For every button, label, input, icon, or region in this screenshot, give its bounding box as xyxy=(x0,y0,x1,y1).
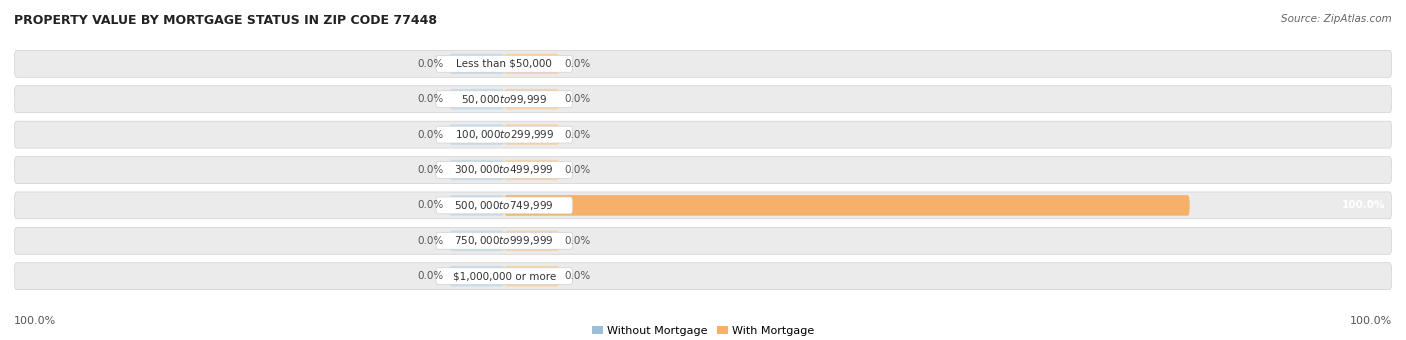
FancyBboxPatch shape xyxy=(14,121,1392,148)
FancyBboxPatch shape xyxy=(450,53,505,74)
FancyBboxPatch shape xyxy=(14,86,1392,113)
FancyBboxPatch shape xyxy=(450,195,505,216)
Text: 0.0%: 0.0% xyxy=(418,200,444,210)
FancyBboxPatch shape xyxy=(505,53,560,74)
FancyBboxPatch shape xyxy=(436,162,572,178)
Text: Source: ZipAtlas.com: Source: ZipAtlas.com xyxy=(1281,14,1392,23)
Text: 0.0%: 0.0% xyxy=(418,130,444,140)
Text: 0.0%: 0.0% xyxy=(565,271,591,281)
Text: 0.0%: 0.0% xyxy=(418,94,444,104)
Text: $750,000 to $999,999: $750,000 to $999,999 xyxy=(454,234,554,247)
FancyBboxPatch shape xyxy=(436,268,572,285)
FancyBboxPatch shape xyxy=(505,231,560,251)
FancyBboxPatch shape xyxy=(505,124,560,145)
FancyBboxPatch shape xyxy=(14,156,1392,184)
FancyBboxPatch shape xyxy=(14,227,1392,254)
Text: 100.0%: 100.0% xyxy=(1341,200,1385,210)
FancyBboxPatch shape xyxy=(450,160,505,180)
Text: $500,000 to $749,999: $500,000 to $749,999 xyxy=(454,199,554,212)
Text: 100.0%: 100.0% xyxy=(1350,317,1392,326)
FancyBboxPatch shape xyxy=(14,263,1392,290)
Text: 0.0%: 0.0% xyxy=(565,130,591,140)
FancyBboxPatch shape xyxy=(450,89,505,109)
FancyBboxPatch shape xyxy=(505,266,560,287)
FancyBboxPatch shape xyxy=(436,232,572,249)
Text: $300,000 to $499,999: $300,000 to $499,999 xyxy=(454,164,554,176)
FancyBboxPatch shape xyxy=(505,160,560,180)
FancyBboxPatch shape xyxy=(505,89,560,109)
Text: 0.0%: 0.0% xyxy=(565,94,591,104)
Text: 0.0%: 0.0% xyxy=(418,165,444,175)
Text: 0.0%: 0.0% xyxy=(418,271,444,281)
Legend: Without Mortgage, With Mortgage: Without Mortgage, With Mortgage xyxy=(588,321,818,340)
FancyBboxPatch shape xyxy=(450,124,505,145)
FancyBboxPatch shape xyxy=(505,195,1189,216)
Text: 0.0%: 0.0% xyxy=(565,165,591,175)
Text: $1,000,000 or more: $1,000,000 or more xyxy=(453,271,555,281)
FancyBboxPatch shape xyxy=(436,197,572,214)
Text: 0.0%: 0.0% xyxy=(418,59,444,69)
FancyBboxPatch shape xyxy=(450,231,505,251)
Text: PROPERTY VALUE BY MORTGAGE STATUS IN ZIP CODE 77448: PROPERTY VALUE BY MORTGAGE STATUS IN ZIP… xyxy=(14,14,437,27)
Text: 0.0%: 0.0% xyxy=(418,236,444,246)
Text: Less than $50,000: Less than $50,000 xyxy=(457,59,553,69)
FancyBboxPatch shape xyxy=(14,192,1392,219)
Text: 0.0%: 0.0% xyxy=(565,59,591,69)
FancyBboxPatch shape xyxy=(436,126,572,143)
Text: 100.0%: 100.0% xyxy=(14,317,56,326)
Text: 0.0%: 0.0% xyxy=(565,236,591,246)
Text: $100,000 to $299,999: $100,000 to $299,999 xyxy=(454,128,554,141)
Text: $50,000 to $99,999: $50,000 to $99,999 xyxy=(461,93,547,106)
FancyBboxPatch shape xyxy=(450,266,505,287)
FancyBboxPatch shape xyxy=(436,91,572,108)
FancyBboxPatch shape xyxy=(436,55,572,72)
FancyBboxPatch shape xyxy=(14,50,1392,77)
